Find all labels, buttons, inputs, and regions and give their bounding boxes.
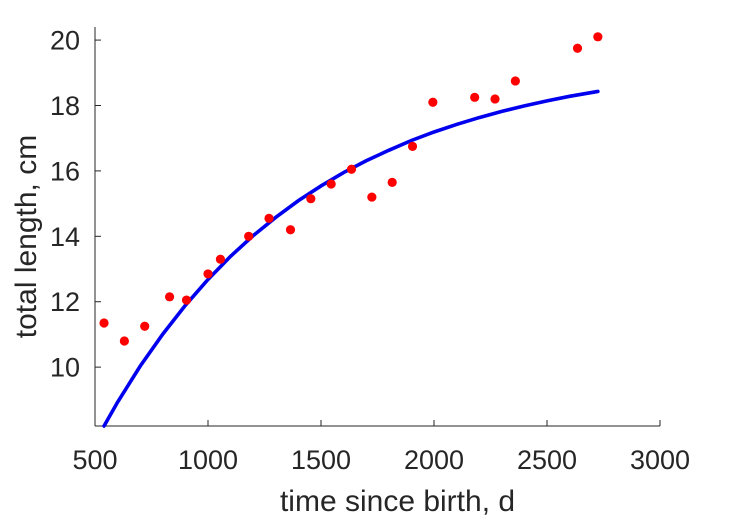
- x-tick-label: 1000: [178, 445, 238, 475]
- x-tick-label: 2500: [517, 445, 577, 475]
- y-tick-label: 10: [50, 353, 80, 383]
- data-point: [244, 231, 254, 241]
- x-axis-title: time since birth, d: [280, 485, 515, 518]
- data-point: [387, 177, 397, 187]
- data-point: [470, 92, 480, 102]
- y-axis-title: total length, cm: [10, 135, 43, 338]
- data-point: [510, 76, 520, 86]
- data-point: [140, 321, 150, 331]
- data-point: [407, 141, 418, 151]
- data-point: [203, 269, 213, 279]
- y-tick-label: 14: [50, 222, 80, 252]
- data-point: [593, 32, 603, 42]
- data-point: [346, 164, 357, 174]
- data-point: [119, 336, 129, 346]
- y-tick-label: 12: [50, 287, 80, 317]
- y-tick-label: 16: [50, 156, 80, 186]
- x-tick-label: 500: [72, 445, 117, 475]
- y-tick-label: 18: [50, 91, 80, 121]
- axes: [94, 27, 661, 427]
- x-tick-label: 1500: [291, 445, 351, 475]
- x-tick-label: 3000: [630, 445, 690, 475]
- data-point: [164, 292, 175, 302]
- data-point: [367, 192, 377, 202]
- fit-curve-layer: [102, 89, 600, 428]
- data-point: [99, 318, 109, 328]
- data-point: [490, 94, 500, 104]
- data-point: [428, 97, 438, 107]
- data-point: [181, 295, 192, 305]
- data-point: [572, 43, 583, 53]
- fit-curve: [102, 89, 600, 428]
- data-point: [215, 254, 226, 264]
- data-point: [285, 225, 296, 235]
- data-point: [306, 194, 316, 204]
- data-points-layer: [99, 32, 603, 346]
- data-point: [326, 179, 336, 189]
- x-tick-label: 2000: [404, 445, 464, 475]
- y-tick-label: 20: [50, 26, 80, 56]
- data-point: [264, 213, 274, 223]
- labels-layer: 500 1000 1500 2000 2500 3000 10 12 14 16 18 20 time …: [10, 26, 690, 518]
